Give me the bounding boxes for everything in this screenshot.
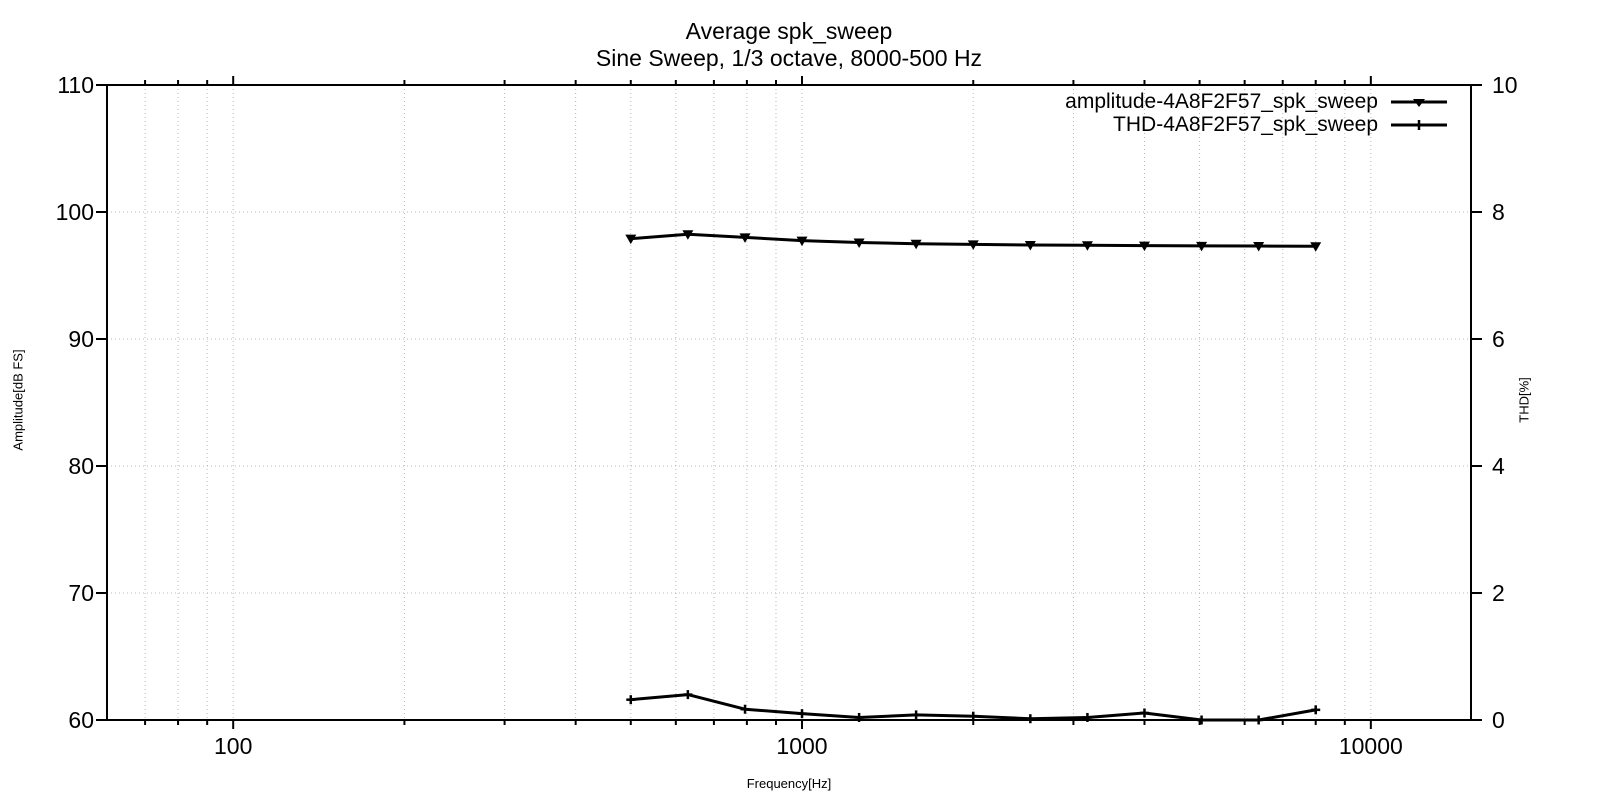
y-left-tick-110: 110 [57,72,94,98]
x-tick-1000: 1000 [776,733,828,759]
x-tick-10000: 10000 [1338,733,1403,759]
legend-item-thd: THD-4A8F2F57_spk_sweep [1065,113,1448,136]
y-right-tick-2: 2 [1492,580,1505,606]
y-right-tick-4: 4 [1492,453,1505,479]
y-right-tick-10: 10 [1492,72,1518,98]
y-left-tick-90: 90 [68,326,94,352]
chart-subtitle: Sine Sweep, 1/3 octave, 8000-500 Hz [595,45,983,71]
y-left-tick-100: 100 [55,199,94,225]
chart-title: Average spk_sweep [685,18,893,44]
legend-line-sample-triangle-icon [1391,99,1447,107]
x-tick-100: 100 [214,733,253,759]
y-right-axis-label: THD[%] [1516,377,1532,423]
legend: amplitude-4A8F2F57_spk_sweep THD-4A8F2F5… [1065,90,1448,136]
legend-label-thd: THD-4A8F2F57_spk_sweep [1113,113,1378,136]
chart-title-block: Average spk_sweep Sine Sweep, 1/3 octave… [107,18,1471,72]
legend-label-amplitude: amplitude-4A8F2F57_spk_sweep [1065,90,1378,113]
y-right-tick-8: 8 [1492,199,1505,225]
y-left-tick-70: 70 [68,580,94,606]
y-right-tick-0: 0 [1492,707,1505,733]
x-axis-label: Frequency[Hz] [746,776,832,791]
legend-item-amplitude: amplitude-4A8F2F57_spk_sweep [1065,90,1448,113]
y-left-tick-80: 80 [68,453,94,479]
y-left-tick-60: 60 [68,707,94,733]
legend-line-sample-plus-icon [1391,120,1447,130]
y-right-tick-6: 6 [1492,326,1505,352]
y-left-axis-label: Amplitude[dB FS] [10,349,26,451]
